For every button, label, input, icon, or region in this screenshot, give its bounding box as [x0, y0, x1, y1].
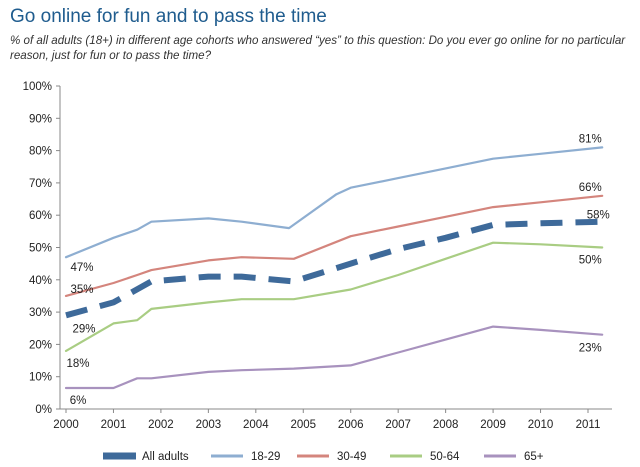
- series-line-65: [64, 325, 604, 390]
- data-label: 50%: [579, 255, 602, 267]
- data-label: 35%: [70, 284, 93, 296]
- y-tick-label: 30%: [29, 307, 52, 319]
- data-labels: 47% 35% 29% 18% 6% 81% 66% 58% 50% 23%: [66, 133, 609, 407]
- x-tick-label: 2005: [290, 419, 316, 431]
- x-tick-label: 2001: [101, 419, 127, 431]
- y-tick-label: 100%: [23, 81, 52, 93]
- x-tick-label: 2009: [480, 419, 506, 431]
- x-tick-label: 2008: [433, 419, 459, 431]
- data-label: 58%: [587, 210, 610, 222]
- x-tick-label: 2007: [385, 419, 411, 431]
- x-tick-label: 2002: [148, 419, 174, 431]
- y-tick-label: 20%: [29, 339, 52, 351]
- y-tick-label: 60%: [29, 210, 52, 222]
- data-label: 81%: [579, 133, 602, 145]
- chart-title: Go online for fun and to pass the time: [10, 6, 327, 27]
- y-tick-label: 0%: [35, 404, 52, 416]
- chart-subtitle: % of all adults (18+) in different age c…: [10, 34, 626, 62]
- y-tick-label: 90%: [29, 113, 52, 125]
- x-tick-label: 2003: [196, 419, 222, 431]
- x-tick-label: 2004: [243, 419, 269, 431]
- data-label: 29%: [72, 323, 95, 335]
- series-line-50-64: [64, 241, 604, 352]
- data-label: 47%: [70, 262, 93, 274]
- legend-label-30-49: 30-49: [337, 451, 366, 463]
- legend-label-65: 65+: [524, 451, 544, 463]
- legend-label-18-29: 18-29: [251, 451, 280, 463]
- data-label: 66%: [579, 182, 602, 194]
- legend-label-all-adults: All adults: [142, 451, 189, 463]
- data-label: 18%: [66, 358, 89, 370]
- data-label: 6%: [70, 395, 87, 407]
- series-line-18-29: [64, 146, 604, 259]
- series-layer: [64, 146, 604, 390]
- y-tick-label: 40%: [29, 275, 52, 287]
- series-line-all-adults: [65, 218, 603, 319]
- y-tick-label: 50%: [29, 243, 52, 255]
- y-tick-label: 10%: [29, 372, 52, 384]
- x-tick-label: 2011: [576, 419, 601, 431]
- y-tick-label: 80%: [29, 146, 52, 158]
- x-tick-label: 2006: [338, 419, 364, 431]
- y-tick-label: 70%: [29, 178, 52, 190]
- x-tick-label: 2010: [528, 419, 554, 431]
- chart-legend: All adults 18-29 30-49 50-64 65+: [103, 451, 544, 463]
- legend-label-50-64: 50-64: [430, 451, 460, 463]
- chart-axes: 0% 10% 20% 30% 40% 50% 60% 70% 80% 90% 100% 2000 200…: [23, 81, 612, 431]
- data-label: 23%: [579, 343, 602, 355]
- x-tick-label: 2000: [53, 419, 79, 431]
- series-line-30-49: [64, 194, 604, 297]
